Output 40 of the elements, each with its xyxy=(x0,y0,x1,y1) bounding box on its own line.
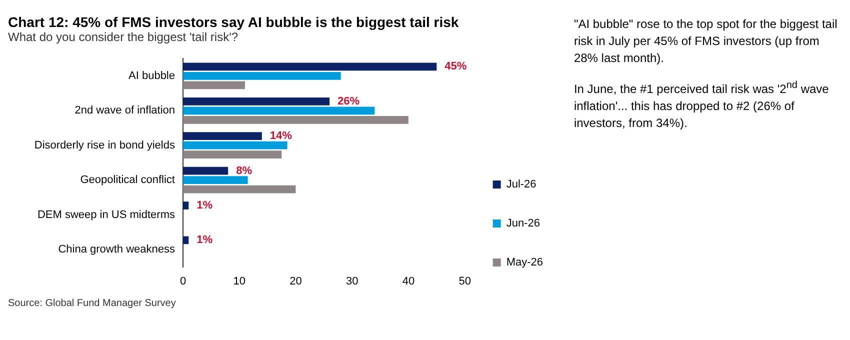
bar xyxy=(183,62,437,71)
bar xyxy=(183,132,262,140)
bar xyxy=(183,141,288,150)
chart-subtitle: What do you consider the biggest 'tail risk'? xyxy=(8,30,240,44)
y-tick-label: China growth weakness xyxy=(58,243,176,256)
bar xyxy=(183,236,189,244)
source-note: Source: Global Fund Manager Survey xyxy=(8,298,177,309)
text: "AI bubble" rose to the top spot for the biggest tail risk in July per 45% of FMS investors (up from 28% last month). xyxy=(574,16,838,67)
legend-label: May-26 xyxy=(506,256,544,269)
x-tick-label: 30 xyxy=(346,275,358,288)
data-label: 45% xyxy=(444,60,467,73)
data-label: 14% xyxy=(270,130,292,142)
y-tick-label: DEM sweep in US midterms xyxy=(37,208,176,221)
bar xyxy=(183,97,330,106)
bar xyxy=(183,176,248,184)
y-tick-label: Geopolitical conflict xyxy=(80,174,175,186)
bar xyxy=(183,81,245,90)
legend-label: Jul-26 xyxy=(506,178,536,191)
bar xyxy=(183,72,341,80)
data-label: 8% xyxy=(236,164,252,177)
data-label: 1% xyxy=(196,200,213,212)
y-tick-label: 2nd wave of inflation xyxy=(74,104,175,117)
bar xyxy=(183,185,296,194)
legend-label: Jun-26 xyxy=(506,218,540,230)
y-tick-label: AI bubble xyxy=(128,70,175,82)
data-label: 26% xyxy=(338,95,360,108)
chart-title: Chart 12: 45% of FMS investors say AI bubble is the biggest tail risk xyxy=(8,14,460,30)
bar xyxy=(183,116,408,124)
x-tick-label: 50 xyxy=(458,275,471,288)
bar xyxy=(183,166,228,175)
x-tick-label: 20 xyxy=(290,275,302,288)
bar xyxy=(183,202,189,210)
bar xyxy=(183,106,375,115)
x-tick-label: 0 xyxy=(180,275,186,288)
x-tick-label: 40 xyxy=(402,275,415,288)
bar xyxy=(183,150,282,159)
data-label: 1% xyxy=(196,234,213,246)
text: In June, the #1 perceived tail risk was '2$^{nd}$ wave inflation'... this has dropped to #2 (26% of investors, from 34%). xyxy=(574,79,830,132)
y-tick-label: Disorderly rise in bond yields xyxy=(34,139,176,152)
x-tick-label: 10 xyxy=(233,275,246,288)
